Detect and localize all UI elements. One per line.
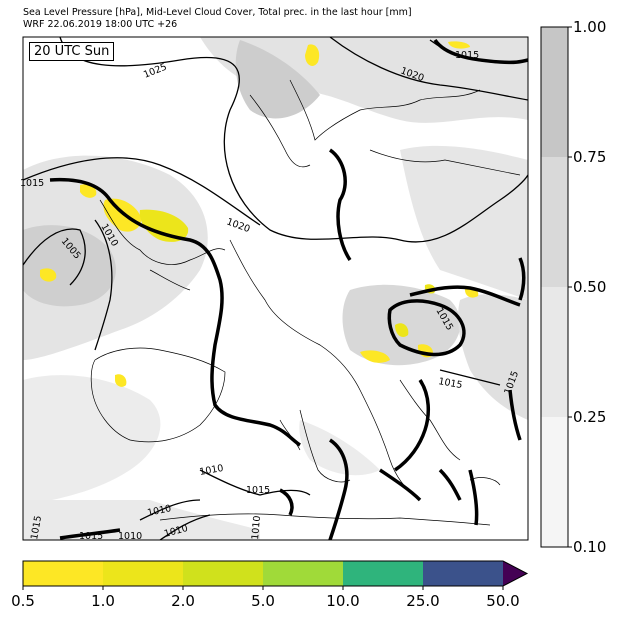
isobar-label: 1010 <box>146 503 172 519</box>
cloud-colorbar-tick-label: 0.10 <box>573 538 607 556</box>
isobar-label: 1010 <box>199 463 225 478</box>
precip-colorbar-tick-label: 0.5 <box>11 592 35 610</box>
cloud-colorbar-tick-label: 0.50 <box>573 278 607 296</box>
precip-colorbar-segment <box>183 561 263 586</box>
precip-colorbar-segment <box>343 561 423 586</box>
precip-colorbar-extend-arrow <box>503 561 527 586</box>
cloud-colorbar-segment <box>541 417 568 547</box>
precip-colorbar-tick-label: 50.0 <box>486 592 520 610</box>
map-frame <box>22 36 529 541</box>
precip-colorbar-segment <box>103 561 183 586</box>
precip-colorbar-tick-label: 2.0 <box>171 592 195 610</box>
thick-contours <box>49 38 529 541</box>
precip-colorbar-tick-label: 25.0 <box>406 592 440 610</box>
cloud-cover-colorbar <box>540 26 572 548</box>
isobar-label: 1015 <box>79 531 103 542</box>
isobar-label: 1015 <box>29 515 44 541</box>
precipitation-colorbar <box>22 560 529 590</box>
isobar-label: 1015 <box>437 376 463 391</box>
isobar-label: 1015 <box>246 485 270 496</box>
chart-title-line-2: WRF 22.06.2019 18:00 UTC +26 <box>23 19 178 30</box>
chart-title-line-1: Sea Level Pressure [hPa], Mid-Level Clou… <box>23 7 412 18</box>
precip-colorbar-tick-label: 5.0 <box>251 592 275 610</box>
cloud-colorbar-tick-label: 0.25 <box>573 408 607 426</box>
cloud-colorbar-tick-label: 1.00 <box>573 18 607 36</box>
isobar-label: 1010 <box>250 515 263 540</box>
isobar-label: 1015 <box>20 178 44 189</box>
cloud-colorbar-segment <box>541 287 568 417</box>
precip-colorbar-segment <box>423 561 503 586</box>
cloud-colorbar-tick-label: 0.75 <box>573 148 607 166</box>
isobar-label: 1010 <box>118 531 142 542</box>
cloud-colorbar-segment <box>541 157 568 287</box>
cloud-colorbar-segment <box>541 27 568 157</box>
precip-colorbar-segment <box>23 561 103 586</box>
precip-colorbar-segment <box>263 561 343 586</box>
precip-colorbar-tick-label: 10.0 <box>326 592 360 610</box>
time-badge: 20 UTC Sun <box>29 42 115 61</box>
isobar-label: 1015 <box>455 50 479 61</box>
precip-colorbar-tick-label: 1.0 <box>91 592 115 610</box>
